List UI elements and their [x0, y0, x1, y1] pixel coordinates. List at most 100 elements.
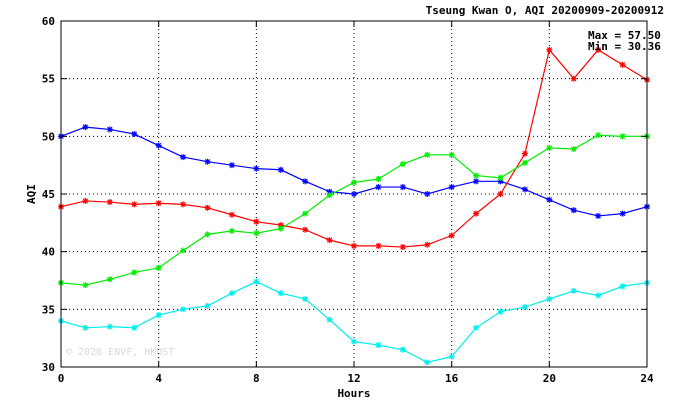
data-point — [399, 161, 406, 168]
data-point — [106, 126, 113, 133]
data-point — [131, 131, 138, 138]
data-point — [228, 162, 235, 169]
data-point — [326, 237, 333, 244]
data-point — [180, 306, 187, 313]
data-point — [424, 191, 431, 197]
grid-lines — [61, 21, 647, 367]
data-point — [570, 207, 577, 214]
y-axis-title: AQI — [25, 184, 38, 204]
data-point — [228, 211, 235, 218]
data-point — [204, 302, 211, 309]
data-point — [302, 295, 309, 302]
series-3 — [58, 278, 650, 366]
data-point — [253, 165, 260, 172]
data-point — [595, 132, 602, 139]
data-point — [399, 184, 406, 191]
data-point — [424, 241, 431, 248]
data-point — [155, 312, 162, 319]
data-point — [277, 290, 284, 297]
data-point — [131, 201, 138, 208]
data-point — [277, 225, 284, 232]
data-point — [253, 230, 260, 237]
data-point — [204, 158, 211, 165]
data-point — [424, 359, 431, 366]
watermark: © 2026 ENVF, HKUST — [66, 347, 174, 358]
data-point — [448, 232, 455, 239]
data-point — [82, 282, 89, 289]
data-point — [619, 283, 626, 290]
data-point — [131, 324, 138, 331]
data-point — [351, 179, 357, 186]
x-tick-label: 16 — [445, 372, 459, 385]
data-point — [546, 196, 553, 203]
x-tick-label: 20 — [543, 372, 556, 385]
data-point — [326, 316, 333, 323]
series-0 — [58, 124, 650, 219]
data-point — [375, 184, 382, 191]
y-tick-label: 60 — [42, 15, 55, 28]
data-point — [521, 159, 528, 166]
x-tick-label: 4 — [155, 372, 162, 385]
data-point — [106, 276, 113, 283]
series-1 — [58, 46, 650, 251]
data-point — [228, 227, 235, 234]
data-point — [595, 212, 602, 219]
data-point — [106, 199, 113, 206]
data-point — [375, 342, 382, 349]
data-point — [473, 178, 480, 185]
max-annotation: Max = 57.50 — [588, 29, 661, 42]
data-point — [473, 324, 480, 331]
data-point — [521, 150, 528, 157]
data-point — [619, 133, 626, 140]
x-tick-label: 8 — [253, 372, 260, 385]
data-point — [180, 154, 187, 161]
min-annotation: Min = 30.36 — [588, 40, 661, 53]
series-2 — [58, 132, 650, 289]
data-point — [82, 324, 89, 331]
data-point — [473, 172, 480, 179]
data-point — [180, 201, 187, 208]
y-tick-label: 55 — [42, 73, 55, 86]
data-point — [473, 210, 480, 217]
plot-area: © 2026 ENVF, HKUST — [58, 20, 650, 368]
data-point — [375, 242, 382, 249]
data-point — [595, 46, 602, 53]
data-point — [546, 144, 553, 151]
data-point — [82, 197, 89, 204]
data-point — [497, 308, 504, 315]
data-point — [570, 287, 577, 294]
data-point — [351, 191, 357, 197]
data-point — [253, 278, 260, 285]
data-point — [399, 346, 406, 353]
y-tick-label: 45 — [42, 188, 55, 201]
data-point — [155, 142, 162, 149]
data-point — [375, 176, 382, 183]
data-point — [619, 61, 626, 68]
data-point — [521, 186, 528, 193]
series-layer — [58, 46, 650, 366]
data-point — [399, 244, 406, 251]
data-point — [497, 191, 504, 197]
data-point — [546, 295, 553, 302]
data-point — [155, 200, 162, 207]
data-point — [82, 124, 89, 131]
data-point — [619, 210, 626, 217]
y-tick-label: 35 — [42, 303, 55, 316]
y-axis-ticks: 30 35 40 45 50 55 60 — [42, 15, 647, 374]
data-point — [180, 247, 187, 254]
data-point — [253, 218, 260, 225]
data-point — [302, 178, 309, 185]
y-tick-label: 30 — [42, 361, 55, 374]
data-point — [570, 75, 577, 82]
data-point — [448, 151, 455, 158]
chart-title: Tseung Kwan O, AQI 20200909-20200912 — [426, 4, 664, 17]
x-tick-label: 24 — [640, 372, 654, 385]
x-axis-ticks: 0 4 8 12 16 20 24 — [58, 21, 654, 385]
data-point — [570, 146, 577, 153]
y-tick-label: 50 — [42, 130, 55, 143]
data-point — [204, 231, 211, 238]
data-point — [497, 174, 504, 181]
data-point — [448, 353, 455, 360]
data-point — [228, 290, 235, 297]
data-point — [277, 166, 284, 173]
